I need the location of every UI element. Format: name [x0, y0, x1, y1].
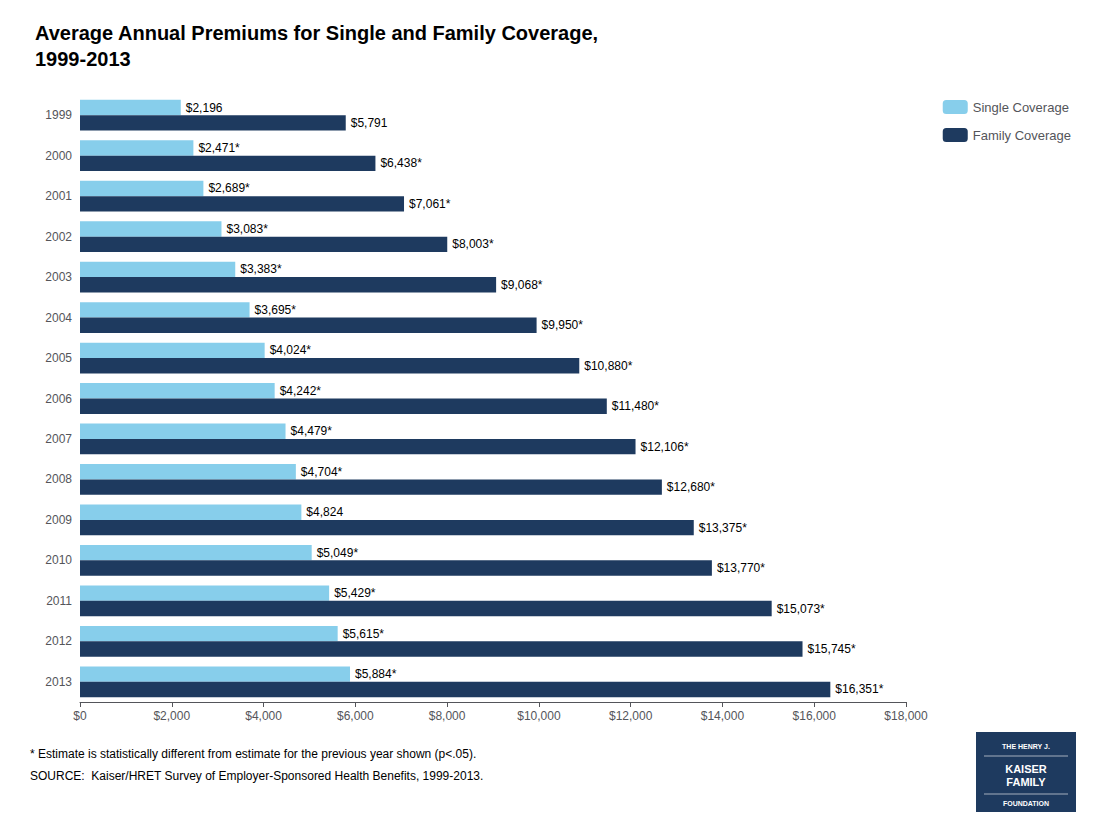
svg-text:FAMILY: FAMILY	[1006, 776, 1046, 788]
svg-text:2003: 2003	[45, 270, 72, 284]
svg-text:$5,429*: $5,429*	[334, 586, 376, 600]
svg-text:$9,068*: $9,068*	[501, 278, 543, 292]
svg-text:$2,471*: $2,471*	[198, 141, 240, 155]
svg-text:2005: 2005	[45, 351, 72, 365]
svg-text:2000: 2000	[45, 149, 72, 163]
svg-text:$0: $0	[73, 709, 87, 723]
svg-text:$16,351*: $16,351*	[835, 682, 883, 696]
svg-text:Average Annual Premiums for Si: Average Annual Premiums for Single and F…	[35, 22, 598, 44]
svg-text:$15,073*: $15,073*	[777, 602, 825, 616]
svg-text:2004: 2004	[45, 311, 72, 325]
svg-text:$4,824: $4,824	[306, 505, 343, 519]
svg-text:KAISER: KAISER	[1005, 763, 1047, 775]
svg-text:2009: 2009	[45, 513, 72, 527]
svg-text:$2,689*: $2,689*	[208, 181, 250, 195]
svg-text:$5,049*: $5,049*	[317, 546, 359, 560]
svg-text:$4,479*: $4,479*	[291, 424, 333, 438]
svg-text:$7,061*: $7,061*	[409, 197, 451, 211]
svg-text:$3,083*: $3,083*	[226, 222, 268, 236]
svg-text:$6,438*: $6,438*	[380, 156, 422, 170]
svg-text:* Estimate is statistically di: * Estimate is statistically different fr…	[30, 747, 476, 761]
svg-text:$11,480*: $11,480*	[612, 399, 659, 413]
svg-text:$4,704*: $4,704*	[301, 465, 343, 479]
svg-text:$16,000: $16,000	[793, 709, 837, 723]
svg-text:$12,680*: $12,680*	[667, 480, 715, 494]
svg-text:2010: 2010	[45, 553, 72, 567]
svg-text:2007: 2007	[45, 432, 72, 446]
svg-text:2012: 2012	[45, 634, 72, 648]
svg-text:$12,106*: $12,106*	[641, 440, 689, 454]
svg-text:$4,242*: $4,242*	[280, 384, 322, 398]
svg-text:FOUNDATION: FOUNDATION	[1003, 800, 1049, 807]
svg-text:Single Coverage: Single Coverage	[973, 100, 1069, 115]
svg-text:1999-2013: 1999-2013	[35, 48, 131, 70]
svg-text:2011: 2011	[46, 594, 72, 608]
svg-text:$3,383*: $3,383*	[240, 262, 282, 276]
svg-text:2001: 2001	[45, 189, 72, 203]
svg-text:$2,196: $2,196	[186, 101, 223, 115]
svg-text:$8,003*: $8,003*	[452, 237, 494, 251]
svg-text:$2,000: $2,000	[153, 709, 190, 723]
svg-text:1999: 1999	[45, 108, 72, 122]
svg-text:$4,000: $4,000	[245, 709, 282, 723]
svg-text:$18,000: $18,000	[884, 709, 928, 723]
svg-text:$5,884*: $5,884*	[355, 667, 397, 681]
svg-text:$9,950*: $9,950*	[542, 318, 584, 332]
svg-text:$6,000: $6,000	[337, 709, 374, 723]
svg-text:THE HENRY J.: THE HENRY J.	[1002, 743, 1050, 750]
svg-text:$5,615*: $5,615*	[343, 627, 385, 641]
svg-text:$8,000: $8,000	[429, 709, 466, 723]
svg-text:$3,695*: $3,695*	[255, 303, 297, 317]
svg-text:SOURCE: Kaiser/HRET Survey of: SOURCE: Kaiser/HRET Survey of Employer-S…	[30, 769, 483, 783]
svg-text:$13,375*: $13,375*	[699, 521, 747, 535]
svg-text:$4,024*: $4,024*	[270, 343, 312, 357]
svg-text:2002: 2002	[45, 230, 72, 244]
svg-text:2013: 2013	[45, 675, 72, 689]
svg-text:$10,880*: $10,880*	[584, 359, 632, 373]
svg-text:$10,000: $10,000	[517, 709, 561, 723]
svg-text:$12,000: $12,000	[609, 709, 653, 723]
svg-text:2006: 2006	[45, 392, 72, 406]
svg-text:$13,770*: $13,770*	[717, 561, 765, 575]
svg-text:2008: 2008	[45, 472, 72, 486]
svg-text:$15,745*: $15,745*	[808, 642, 856, 656]
svg-text:$5,791: $5,791	[351, 116, 388, 130]
svg-text:$14,000: $14,000	[701, 709, 745, 723]
svg-text:Family Coverage: Family Coverage	[973, 128, 1071, 143]
